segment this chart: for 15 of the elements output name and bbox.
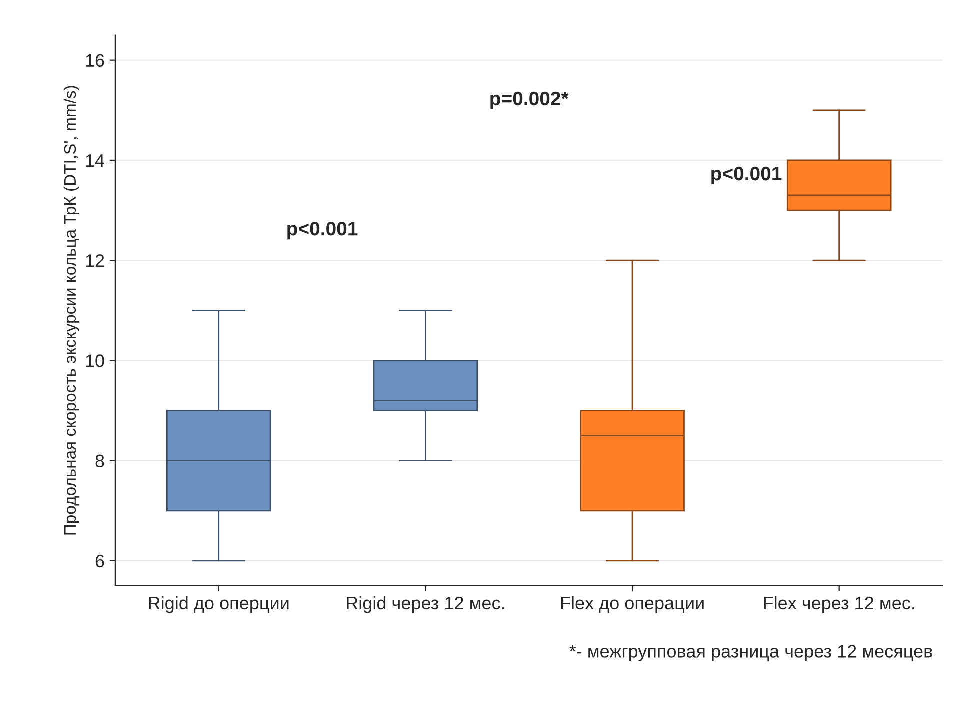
y-tick-label: 14 bbox=[86, 154, 104, 167]
y-tick-label: 16 bbox=[86, 54, 104, 68]
text: *- межгрупповая разница через 12 месяцев bbox=[570, 645, 932, 662]
y-tick-label: 8 bbox=[96, 454, 104, 468]
y-tick-label: 12 bbox=[86, 254, 104, 268]
annotation: p=0.002* bbox=[490, 92, 569, 110]
annotation: p<0.001 bbox=[712, 166, 782, 185]
y-axis-title: Продольная скорость экскурсии кольца ТрК (DTI,S', mm/s) bbox=[64, 86, 80, 535]
x-tick-label: Rigid через 12 мес. bbox=[347, 596, 504, 614]
annotation: p<0.001 bbox=[288, 222, 358, 240]
x-tick-label: Flex через 12 мес. bbox=[764, 596, 914, 614]
x-tick-label: Rigid до оперции bbox=[149, 596, 289, 614]
x-tick-label: Flex до операции bbox=[561, 596, 704, 614]
y-tick-label: 6 bbox=[96, 554, 104, 568]
y-tick-label: 10 bbox=[86, 354, 104, 368]
